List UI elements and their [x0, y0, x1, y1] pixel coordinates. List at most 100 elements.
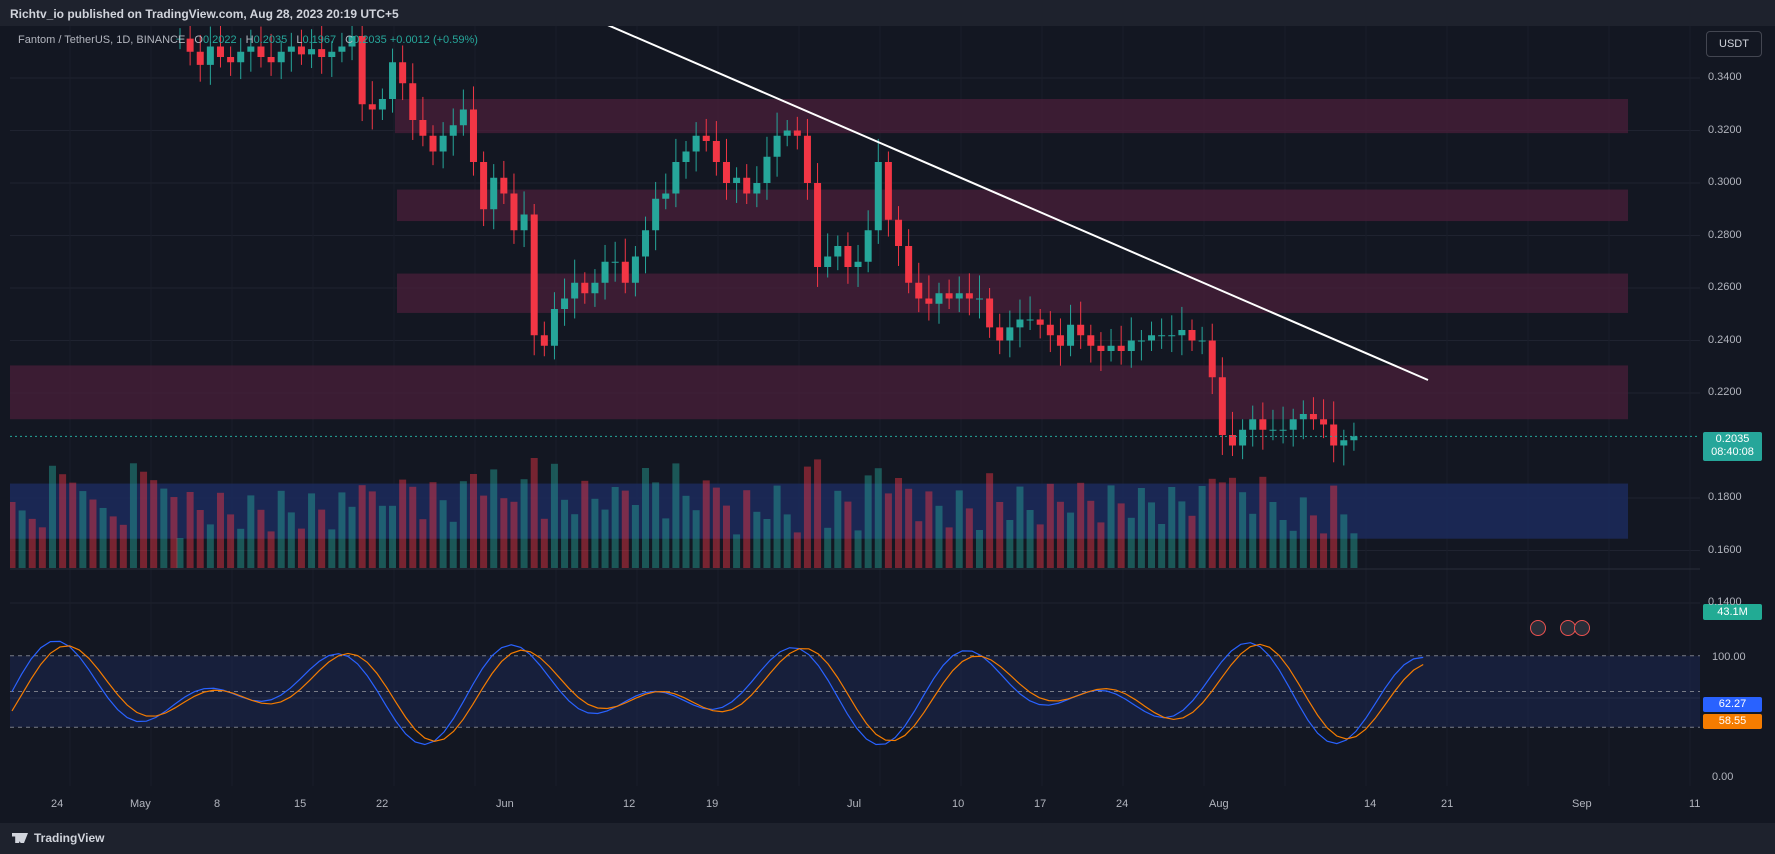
- candle-body: [652, 198, 660, 231]
- volume-bar: [814, 459, 822, 568]
- volume-bar: [28, 518, 36, 568]
- volume-bar: [1228, 477, 1236, 568]
- volume-bar: [864, 475, 872, 568]
- candle-body: [1218, 377, 1226, 435]
- volume-bar: [945, 527, 953, 568]
- volume-bar: [773, 485, 781, 568]
- volume-bar: [722, 505, 730, 568]
- us-flag-icon[interactable]: [1574, 620, 1590, 636]
- candle-body: [1340, 440, 1348, 446]
- candle-body: [480, 162, 488, 210]
- candle-body: [287, 46, 295, 52]
- candle-body: [722, 162, 730, 183]
- candle-body: [348, 36, 356, 47]
- candle-body: [206, 46, 214, 65]
- candle-body: [631, 256, 639, 283]
- countdown-value: 08:40:08: [1711, 446, 1754, 458]
- candle-body: [277, 51, 285, 63]
- candle-body: [763, 156, 771, 183]
- candle-body: [409, 83, 417, 120]
- resistance-zone: [397, 189, 1628, 222]
- volume-bar: [581, 480, 589, 568]
- volume-bar: [1077, 482, 1085, 568]
- volume-bar: [368, 491, 376, 568]
- candle-body: [196, 51, 204, 65]
- volume-bar: [1046, 483, 1054, 568]
- candle-body: [1320, 419, 1328, 425]
- volume-bar: [99, 507, 107, 568]
- time-tick: 8: [214, 798, 221, 810]
- chart-area[interactable]: [10, 26, 1700, 816]
- volume-bar: [824, 527, 832, 568]
- volume-bar: [490, 469, 498, 568]
- volume-bar: [652, 482, 660, 568]
- candle-body: [702, 135, 710, 141]
- volume-bar: [692, 510, 700, 568]
- volume-bar: [1279, 520, 1287, 568]
- candle-body: [1188, 330, 1196, 341]
- price-chart[interactable]: [10, 26, 1700, 816]
- tradingview-logo[interactable]: TradingView: [12, 831, 104, 845]
- volume-bar: [1016, 486, 1024, 568]
- candle-body: [965, 293, 973, 299]
- time-tick: 15: [294, 798, 307, 810]
- candle-body: [601, 261, 609, 283]
- candle-body: [1036, 319, 1044, 325]
- candle-body: [1127, 340, 1135, 351]
- candle-body: [895, 219, 903, 246]
- volume-bar: [59, 474, 67, 568]
- candle-body: [1046, 324, 1054, 336]
- currency-button[interactable]: USDT: [1706, 31, 1762, 57]
- candle-body: [338, 46, 346, 52]
- volume-bar: [1239, 492, 1247, 568]
- candle-body: [378, 99, 386, 110]
- volume-bar: [1269, 502, 1277, 568]
- event-icon[interactable]: [1530, 620, 1546, 636]
- candle-body: [227, 57, 235, 63]
- volume-bar: [682, 495, 690, 568]
- candle-body: [1168, 335, 1176, 337]
- volume-bar: [783, 514, 791, 568]
- volume-bar: [500, 498, 508, 568]
- candle-body: [1148, 335, 1156, 341]
- candle-body: [834, 246, 842, 257]
- volume-bar: [119, 524, 127, 568]
- volume-bar: [1350, 533, 1358, 568]
- candle-body: [986, 298, 994, 328]
- resistance-zone: [10, 365, 1628, 420]
- price-tick: 0.1400: [1708, 596, 1742, 608]
- candle-body: [611, 261, 619, 263]
- volume-bar: [733, 534, 741, 568]
- candle-body: [1239, 429, 1247, 446]
- candle-body: [581, 282, 589, 294]
- volume-bar: [186, 492, 194, 568]
- candle-body: [1077, 324, 1085, 336]
- candle-body: [449, 125, 457, 136]
- candle-body: [824, 256, 832, 267]
- candle-body: [459, 109, 467, 126]
- volume-bar: [1117, 503, 1125, 568]
- candle-body: [419, 120, 427, 136]
- candle-body: [1016, 319, 1024, 328]
- candle-body: [540, 335, 548, 346]
- volume-bar: [10, 502, 16, 568]
- time-tick: 21: [1441, 798, 1454, 810]
- candle-body: [1279, 429, 1287, 431]
- volume-bar: [389, 505, 397, 568]
- volume-bar: [308, 493, 316, 568]
- high-value: 0.2035: [253, 34, 288, 46]
- volume-bar: [550, 463, 558, 568]
- volume-bar: [399, 479, 407, 568]
- candle-body: [621, 261, 629, 283]
- candle-body: [591, 282, 599, 294]
- tradingview-logo-icon: [12, 833, 28, 843]
- volume-bar: [935, 505, 943, 568]
- candle-body: [490, 177, 498, 210]
- volume-bar: [378, 505, 386, 568]
- volume-bar: [1158, 524, 1166, 568]
- candle-body: [257, 46, 265, 57]
- candle-body: [510, 193, 518, 231]
- price-tick: 0.3200: [1708, 123, 1742, 136]
- volume-bar: [1097, 522, 1105, 568]
- candle-body: [925, 298, 933, 304]
